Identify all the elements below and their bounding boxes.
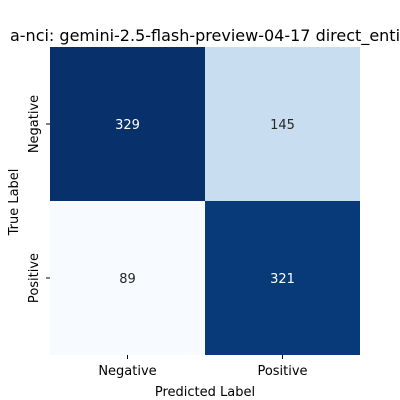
y-tick-label-negative: Negative: [27, 95, 42, 153]
x-axis-label: Predicted Label: [155, 385, 255, 400]
cell-value-negative-negative: 329: [115, 118, 140, 133]
heatmap-cell-positive-positive: [205, 201, 360, 355]
x-axis-ticks: Negative Positive: [98, 355, 308, 379]
y-tick-label-positive: Positive: [27, 253, 42, 303]
x-tick-label-positive: Positive: [257, 364, 307, 379]
x-tick-label-negative: Negative: [98, 364, 156, 379]
heatmap-cell-negative-positive: [205, 47, 360, 201]
heatmap-cell-positive-negative: [50, 201, 205, 355]
y-axis-label: True Label: [7, 169, 22, 237]
cell-value-positive-negative: 89: [119, 272, 136, 287]
heatmap-cell-labels: 329 145 89 321: [115, 118, 295, 287]
cell-value-negative-positive: 145: [270, 118, 295, 133]
chart-title: a-nci: gemini-2.5-flash-preview-04-17 di…: [10, 26, 400, 46]
cell-value-positive-positive: 321: [270, 272, 295, 287]
y-axis-ticks: Negative Positive: [27, 95, 50, 303]
heatmap-cell-negative-negative: [50, 47, 205, 201]
heatmap-cells: [50, 47, 360, 355]
